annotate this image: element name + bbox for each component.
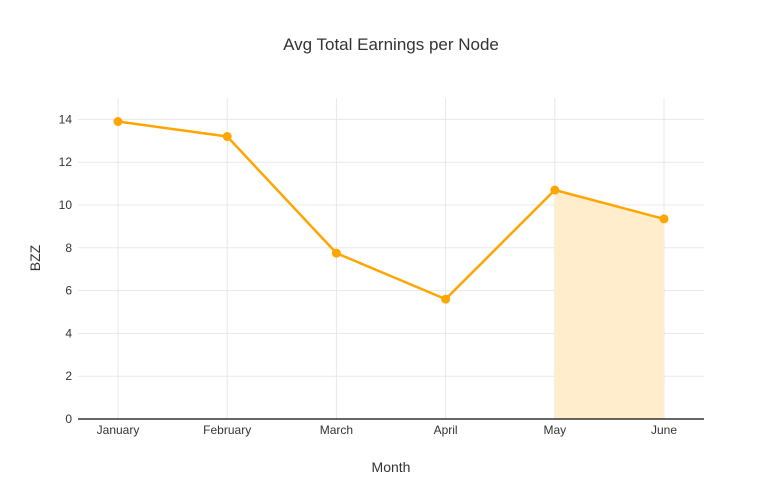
data-point-april[interactable] xyxy=(441,294,451,304)
data-point-january[interactable] xyxy=(113,117,123,127)
x-tick-label: June xyxy=(651,423,677,437)
x-tick-label: April xyxy=(434,423,458,437)
data-point-may[interactable] xyxy=(550,185,560,195)
y-tick-label: 2 xyxy=(65,369,72,383)
y-tick-label: 0 xyxy=(65,412,72,426)
x-tick-label: February xyxy=(203,423,251,437)
shaded-region xyxy=(554,190,664,419)
data-point-february[interactable] xyxy=(222,132,232,142)
y-tick-label: 10 xyxy=(59,198,73,212)
x-axis-title: Month xyxy=(371,459,411,475)
y-tick-label: 12 xyxy=(59,155,73,169)
y-axis-title: BZZ xyxy=(27,244,43,272)
x-tick-label: March xyxy=(320,423,353,437)
y-tick-label: 8 xyxy=(65,241,72,255)
chart-title: Avg Total Earnings per Node xyxy=(283,35,499,54)
x-tick-label: January xyxy=(97,423,140,437)
series-line xyxy=(116,120,666,301)
data-point-march[interactable] xyxy=(331,248,341,258)
y-tick-label: 14 xyxy=(59,112,73,126)
y-tick-label: 6 xyxy=(65,284,72,298)
data-point-june[interactable] xyxy=(659,214,669,224)
y-tick-label: 4 xyxy=(65,326,72,340)
x-tick-label: May xyxy=(543,423,566,437)
